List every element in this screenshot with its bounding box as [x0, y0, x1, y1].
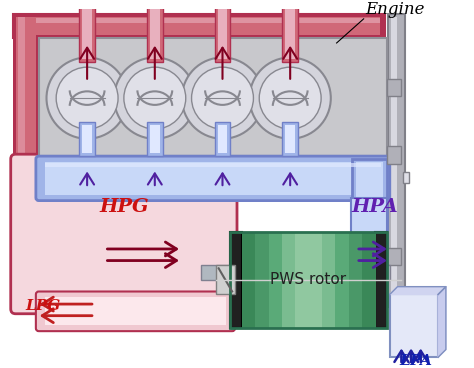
Bar [216, 265, 235, 294]
Bar [230, 231, 242, 328]
Bar [309, 231, 323, 328]
Bar [13, 14, 385, 38]
Bar [403, 171, 409, 183]
Circle shape [46, 57, 128, 139]
Bar [283, 122, 298, 156]
Bar [147, 122, 163, 156]
Bar [385, 265, 390, 280]
Text: LPG: LPG [25, 299, 61, 313]
Bar [230, 231, 387, 328]
Text: LPA: LPA [400, 354, 432, 368]
Bar [218, 0, 228, 60]
Bar [13, 14, 385, 38]
Bar [285, 125, 295, 153]
Circle shape [56, 67, 118, 129]
Bar [82, 125, 92, 153]
Bar [82, 0, 92, 60]
Bar [215, 0, 230, 62]
Bar [335, 231, 349, 328]
Bar [283, 0, 298, 62]
Polygon shape [390, 287, 446, 294]
Bar [351, 198, 387, 233]
Bar [362, 231, 376, 328]
Circle shape [191, 67, 254, 129]
Bar [282, 231, 296, 328]
Bar [390, 294, 438, 357]
Bar [215, 122, 230, 156]
Bar [18, 17, 380, 35]
FancyBboxPatch shape [36, 291, 235, 331]
Bar [242, 231, 256, 328]
Bar [18, 17, 25, 306]
Text: Engine: Engine [365, 1, 425, 18]
Bar [387, 79, 401, 96]
Bar [79, 0, 95, 62]
Bar [269, 231, 283, 328]
Bar [285, 0, 295, 60]
Bar [255, 231, 270, 328]
Bar [391, 17, 397, 304]
Bar [150, 0, 160, 60]
Bar [375, 231, 387, 328]
Bar [387, 248, 401, 265]
Bar [295, 231, 310, 328]
Bar [79, 122, 95, 156]
Bar [387, 146, 401, 164]
Text: HPG: HPG [100, 198, 149, 216]
FancyBboxPatch shape [11, 154, 237, 314]
Bar [201, 265, 232, 280]
Bar [348, 231, 363, 328]
Bar [150, 125, 160, 153]
Circle shape [114, 57, 195, 139]
Bar [388, 14, 405, 307]
Bar [18, 18, 380, 23]
Bar [13, 14, 39, 309]
Bar [45, 163, 381, 167]
Bar [39, 38, 387, 156]
Bar [218, 125, 228, 153]
Text: PWS rotor: PWS rotor [271, 272, 346, 287]
Circle shape [259, 67, 321, 129]
Text: HPA: HPA [351, 198, 398, 216]
Circle shape [124, 67, 186, 129]
Bar [322, 231, 336, 328]
Bar [16, 17, 36, 306]
Polygon shape [438, 287, 446, 357]
Bar [45, 297, 227, 325]
Circle shape [250, 57, 331, 139]
Bar [45, 162, 381, 195]
FancyBboxPatch shape [36, 156, 390, 201]
Bar [356, 162, 383, 291]
Circle shape [182, 57, 263, 139]
Bar [352, 159, 387, 294]
Bar [147, 0, 163, 62]
